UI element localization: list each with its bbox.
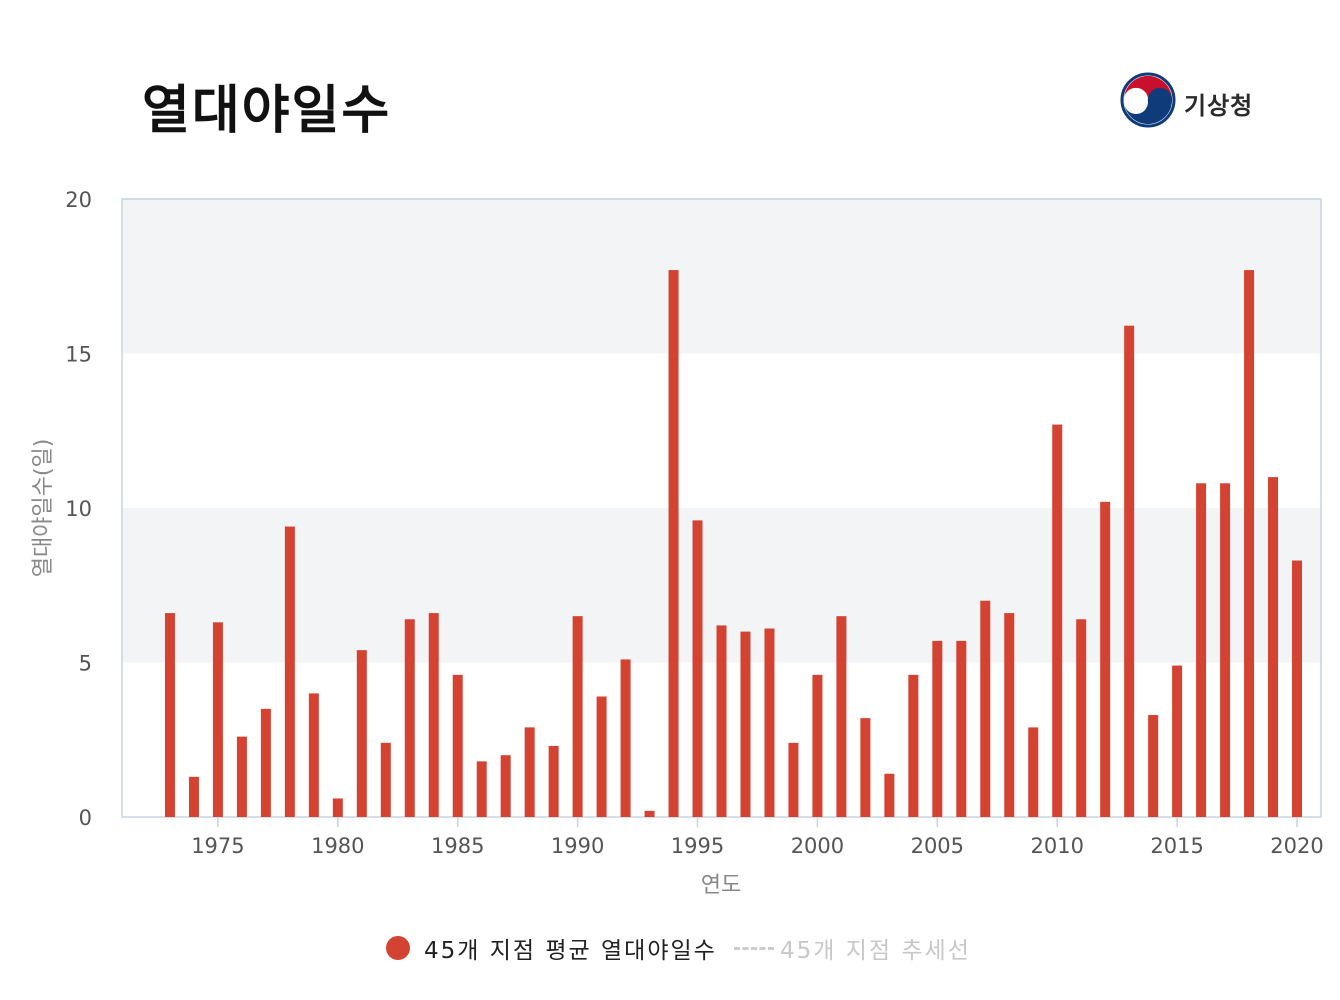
x-tick-label: 1980 xyxy=(311,834,364,858)
x-tick-label: 1975 xyxy=(191,834,244,858)
bar[interactable] xyxy=(572,616,583,817)
x-tick-label: 1990 xyxy=(551,834,604,858)
y-tick-label: 10 xyxy=(65,497,92,521)
brand: 기상청 xyxy=(1120,72,1280,132)
legend: 45개 지점 평균 열대야일수 45개 지점 추세선 xyxy=(0,928,1340,968)
brand-name: 기상청 xyxy=(1184,92,1254,120)
bar[interactable] xyxy=(1052,424,1063,817)
bar[interactable] xyxy=(548,745,559,817)
legend-item-average[interactable]: 45개 지점 평균 열대야일수 xyxy=(386,928,717,968)
bar[interactable] xyxy=(860,718,871,817)
bar[interactable] xyxy=(1196,483,1207,817)
legend-item-trend[interactable]: 45개 지점 추세선 xyxy=(734,928,971,968)
bar[interactable] xyxy=(1268,477,1279,817)
bar[interactable] xyxy=(836,616,847,817)
bar[interactable] xyxy=(452,674,463,817)
bar[interactable] xyxy=(188,776,199,817)
x-axis-ticks: 1975 1980 1985 1990 1995 2000 2005 2010 2015 2020 xyxy=(191,817,1324,858)
bar[interactable] xyxy=(620,659,631,817)
bar[interactable] xyxy=(740,631,751,817)
bar[interactable] xyxy=(980,600,991,817)
bar[interactable] xyxy=(1100,501,1111,817)
y-axis-title: 열대야일수(일) xyxy=(31,439,56,578)
x-tick-label: 2000 xyxy=(791,834,844,858)
legend-dot-icon xyxy=(386,936,410,960)
bar[interactable] xyxy=(524,727,535,817)
bar-chart: 0 5 10 15 20 1975 1980 1985 1990 1995 2000 2005 201… xyxy=(31,188,1324,898)
x-tick-label: 2015 xyxy=(1150,834,1203,858)
bar[interactable] xyxy=(668,270,679,817)
bar-series xyxy=(164,270,1303,817)
plot-band xyxy=(122,199,1321,354)
bar[interactable] xyxy=(1028,727,1039,817)
bar[interactable] xyxy=(356,650,367,817)
x-tick-label: 2005 xyxy=(911,834,964,858)
bar[interactable] xyxy=(644,810,655,817)
bar[interactable] xyxy=(1172,665,1183,817)
y-tick-label: 0 xyxy=(79,806,92,830)
bar[interactable] xyxy=(692,520,703,817)
bar[interactable] xyxy=(404,619,415,817)
y-tick-label: 15 xyxy=(65,343,92,367)
bar[interactable] xyxy=(1124,325,1135,817)
legend-label-average: 45개 지점 평균 열대야일수 xyxy=(424,938,717,964)
bar[interactable] xyxy=(1004,613,1015,817)
bar[interactable] xyxy=(1220,483,1231,817)
bar[interactable] xyxy=(596,696,607,817)
bar[interactable] xyxy=(260,708,271,817)
bar[interactable] xyxy=(956,640,967,817)
x-tick-label: 2020 xyxy=(1270,834,1323,858)
x-tick-label: 1995 xyxy=(671,834,724,858)
bar[interactable] xyxy=(812,674,823,817)
bar[interactable] xyxy=(932,640,943,817)
bar[interactable] xyxy=(332,798,343,817)
bar[interactable] xyxy=(476,761,487,817)
bar[interactable] xyxy=(236,736,247,817)
y-tick-label: 5 xyxy=(79,652,92,676)
legend-label-trend: 45개 지점 추세선 xyxy=(780,938,971,964)
plot-bands xyxy=(122,199,1321,663)
x-tick-label: 1985 xyxy=(431,834,484,858)
bar[interactable] xyxy=(500,755,511,817)
x-tick-label: 2010 xyxy=(1030,834,1083,858)
bar[interactable] xyxy=(1076,619,1087,817)
bar[interactable] xyxy=(716,625,727,817)
taegeuk-logo-icon xyxy=(1120,72,1176,128)
bar[interactable] xyxy=(308,693,319,817)
bar[interactable] xyxy=(380,742,391,817)
bar[interactable] xyxy=(284,526,295,817)
bar[interactable] xyxy=(788,742,799,817)
bar[interactable] xyxy=(1148,715,1159,817)
y-axis-ticks: 0 5 10 15 20 xyxy=(65,188,92,830)
bar[interactable] xyxy=(1244,270,1255,817)
y-tick-label: 20 xyxy=(65,188,92,212)
x-axis-title: 연도 xyxy=(701,873,741,898)
bar[interactable] xyxy=(1292,560,1303,817)
bar[interactable] xyxy=(908,674,919,817)
bar[interactable] xyxy=(884,773,895,817)
legend-dash-icon xyxy=(734,946,774,950)
bar[interactable] xyxy=(164,613,175,817)
bar[interactable] xyxy=(764,628,775,817)
bar[interactable] xyxy=(428,613,439,817)
page-title: 열대야일수 xyxy=(142,81,392,141)
bar[interactable] xyxy=(212,622,223,817)
